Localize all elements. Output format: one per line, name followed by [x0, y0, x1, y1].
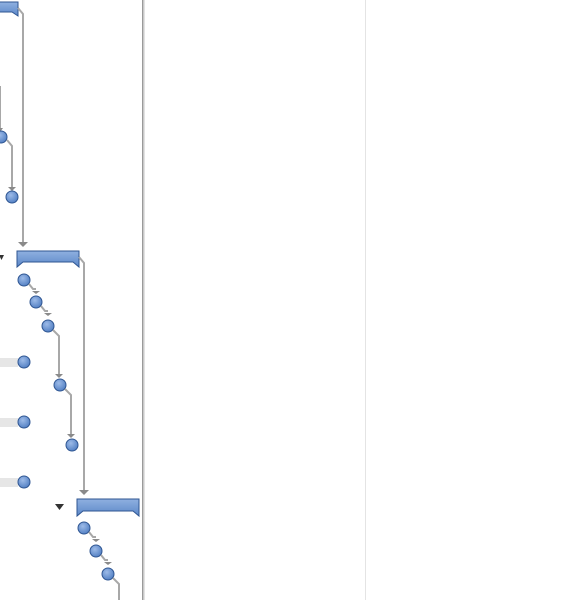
- milestone-marker[interactable]: [17, 273, 31, 287]
- milestone-marker[interactable]: [17, 475, 31, 489]
- dependency-connector: [17, 7, 28, 247]
- dependency-connector: [28, 283, 40, 294]
- milestone-marker[interactable]: [89, 544, 103, 558]
- collapse-triangle-icon[interactable]: [55, 504, 64, 510]
- summary-task-bar[interactable]: [16, 250, 80, 269]
- milestone-marker[interactable]: [101, 567, 115, 581]
- column-divider: [365, 0, 366, 600]
- progress-track: [0, 418, 18, 427]
- gantt-chart[interactable]: [0, 0, 142, 600]
- dependency-connector: [0, 86, 3, 132]
- details-pane: [145, 0, 562, 600]
- dependency-connector: [88, 531, 100, 542]
- milestone-marker[interactable]: [41, 319, 55, 333]
- progress-track: [0, 478, 18, 487]
- gantt-chart-pane[interactable]: [0, 0, 142, 600]
- milestone-marker[interactable]: [29, 295, 43, 309]
- dependency-connector: [40, 305, 52, 316]
- pane-splitter[interactable]: [142, 0, 145, 600]
- milestone-marker[interactable]: [17, 415, 31, 429]
- milestone-marker[interactable]: [0, 130, 8, 144]
- progress-track: [0, 358, 18, 367]
- summary-task-bar[interactable]: [0, 1, 19, 17]
- collapse-triangle-icon[interactable]: [0, 255, 4, 260]
- milestone-marker[interactable]: [77, 521, 91, 535]
- dependency-connector: [100, 554, 112, 565]
- milestone-marker[interactable]: [5, 190, 19, 204]
- summary-task-bar[interactable]: [76, 498, 140, 518]
- dependency-connector: [64, 388, 75, 438]
- dependency-connector: [78, 256, 89, 495]
- dependency-connector: [52, 329, 63, 378]
- milestone-marker[interactable]: [17, 355, 31, 369]
- dependency-connector: [6, 139, 16, 191]
- dependency-connector: [112, 577, 120, 600]
- milestone-marker[interactable]: [53, 378, 67, 392]
- milestone-marker[interactable]: [65, 438, 79, 452]
